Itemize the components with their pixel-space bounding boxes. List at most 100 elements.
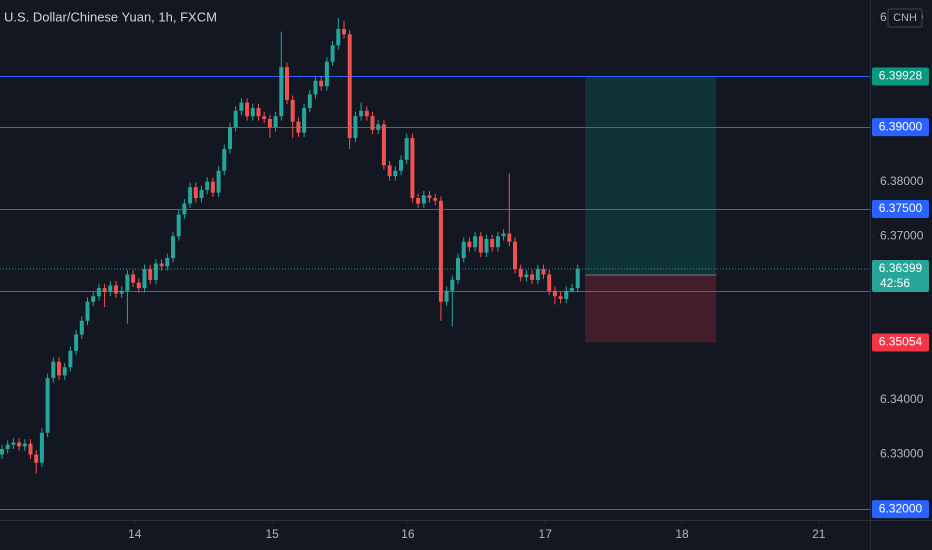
candle-body [262, 116, 267, 119]
candle-body [113, 285, 118, 294]
candle-body [28, 443, 33, 455]
stop-label: 6.35054 [879, 335, 923, 349]
countdown-label: 42:56 [880, 276, 910, 290]
candle-body [142, 269, 147, 289]
candle-body [148, 269, 153, 280]
candle-body [159, 263, 164, 267]
candle-body [438, 200, 443, 302]
candle-body [381, 124, 386, 166]
candle-body [0, 449, 4, 455]
level-label: 6.39928 [879, 69, 923, 83]
candle-body [324, 61, 329, 87]
candle-body [182, 203, 187, 215]
candle-body [570, 288, 575, 291]
level-label-box [872, 199, 929, 218]
candle-body [51, 361, 56, 379]
candle-body [239, 102, 244, 111]
candle-body [216, 170, 221, 193]
candle-body [513, 241, 518, 270]
candle-body [541, 269, 546, 275]
y-tick-label: 6.37000 [880, 228, 924, 242]
level-label-box [872, 118, 929, 137]
candle-body [96, 288, 101, 297]
candle-body [495, 236, 500, 248]
y-tick-label: 6.33000 [880, 447, 924, 461]
candle-body [524, 274, 529, 278]
candle-body [91, 296, 96, 302]
candle-body [108, 285, 113, 292]
candle-body [353, 116, 358, 139]
candle-body [473, 236, 478, 248]
candle-body [85, 301, 90, 321]
candle-body [119, 290, 124, 294]
candle-body [455, 258, 460, 280]
candle-body [564, 290, 569, 300]
target-zone [585, 76, 717, 276]
candle-body [478, 236, 483, 253]
candle-body [205, 181, 210, 190]
candle-body [387, 165, 392, 177]
candle-body [530, 274, 535, 280]
candle-body [484, 238, 489, 253]
candle-body [558, 296, 563, 300]
y-tick-label: 6.38000 [880, 174, 924, 188]
plot [0, 18, 870, 510]
candle-body [552, 290, 557, 297]
candle-body [336, 28, 341, 46]
candle-body [376, 124, 381, 130]
candle-body [535, 269, 540, 280]
candle-body [313, 80, 318, 95]
price-axis: 6.410006.380006.370006.340006.33000CNH6.… [870, 8, 929, 519]
candle-body [307, 94, 312, 109]
candle-body [416, 198, 421, 204]
candle-body [210, 181, 215, 193]
candle-body [250, 108, 255, 117]
candle-body [56, 361, 61, 376]
candle-body [273, 116, 278, 128]
level-label-box [872, 500, 929, 519]
x-tick-label: 17 [539, 527, 553, 541]
candle-body [131, 274, 136, 283]
last-price-label: 6.36399 [879, 261, 923, 275]
candle-body [370, 116, 375, 130]
candle-body [79, 320, 84, 335]
candle-body [284, 67, 289, 100]
candle-body [444, 290, 449, 302]
x-tick-label: 16 [401, 527, 415, 541]
candle-body [341, 28, 346, 35]
candle-body [330, 45, 335, 62]
candle-body [39, 432, 44, 463]
level-label: 6.39000 [879, 119, 923, 133]
candle-body [507, 233, 512, 242]
candle-body [233, 110, 238, 128]
x-tick-label: 18 [675, 527, 689, 541]
candle-body [364, 110, 369, 117]
candle-body [398, 159, 403, 171]
candle-body [62, 367, 67, 376]
candle-body [433, 198, 438, 201]
candle-body [347, 34, 352, 139]
level-label: 6.37500 [879, 201, 923, 215]
candle-body [410, 138, 415, 199]
candle-body [404, 138, 409, 160]
candle-body [34, 454, 39, 463]
candle-body [245, 102, 250, 117]
candle-body [193, 187, 198, 199]
candle-body [74, 334, 79, 351]
candle-body [199, 189, 204, 199]
chart-title: U.S. Dollar/Chinese Yuan, 1h, FXCM [4, 9, 217, 24]
candle-body [296, 121, 301, 133]
candle-body [467, 241, 472, 248]
candle-body [575, 269, 580, 289]
candle-body [421, 195, 426, 204]
candle-body [5, 444, 10, 450]
candle-body [547, 274, 552, 291]
x-tick-label: 21 [812, 527, 826, 541]
candle-body [319, 80, 324, 87]
candle-body [267, 118, 272, 128]
candle-body [427, 195, 432, 199]
candle-body [359, 110, 364, 117]
candle-body [102, 288, 107, 292]
candle-body [302, 108, 307, 133]
